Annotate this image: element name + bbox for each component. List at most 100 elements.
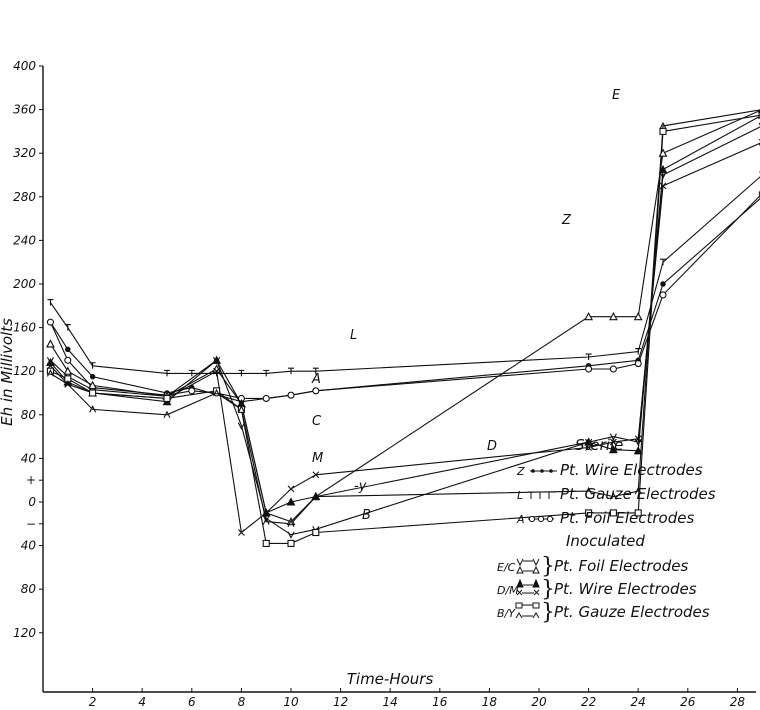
legend-sterile-heading: Sterile [575,436,623,454]
data-point [63,366,73,375]
legend-code-ec: E/C [497,561,516,574]
data-point [287,391,295,399]
x-tick-label: 22 [581,695,596,709]
y-tick-label: 0 [28,495,36,509]
series-line-b [50,114,760,544]
data-point [584,437,594,446]
legend-text-z: Pt. Wire Electrodes [560,461,703,479]
data-point [287,539,295,547]
y-tick-label: 280 [13,190,36,204]
data-point [163,410,171,419]
legend-code-dm: D/M [497,584,519,597]
data-point [287,531,295,539]
x-tick-label: 26 [680,695,696,709]
data-point [608,445,618,454]
y-ticks: 400 360 320 280 240 200 160 120 80 40 +0 − 40 80 120 [13,59,43,640]
axes [42,66,756,693]
curve-label-a: A [311,372,321,387]
data-point [609,492,617,500]
data-point [46,369,54,377]
data-point [312,471,320,479]
filled-triangle-x-marker-icon [516,578,540,596]
curve-label-l: L [350,328,357,343]
data-point [634,435,642,443]
data-point [312,367,319,375]
data-point [163,394,171,403]
data-point [585,509,593,517]
data-point [659,182,667,190]
x-tick-label: 2 [89,695,97,709]
data-point [635,348,642,355]
data-point [262,394,270,403]
legend-text-by: Pt. Gauze Electrodes [554,603,710,621]
data-point [609,433,617,441]
data-point [287,519,295,528]
legend-text-a: Pt. Foil Electrodes [560,509,694,527]
x-tick-label: 20 [531,695,547,709]
legend-code-a: A [516,513,525,526]
x-tick-label: 16 [432,695,448,709]
curve-label-d: D [487,439,497,454]
y-tick-label: 40 [21,539,37,553]
legend-code-z: Z [516,465,525,478]
series-markers-y [46,109,760,528]
legend-entry-a: A Pt. Foil Electrodes [516,509,694,527]
series-markers-a [46,190,760,403]
series-line-c [49,109,760,523]
data-point [634,486,642,495]
y-tick-label: 120 [13,626,36,640]
legend-code-l: L [517,489,523,502]
data-point [610,438,617,446]
data-point [46,339,55,348]
y-tick-label: 320 [13,146,36,160]
y-axis-title: Eh in Millivolts [0,318,16,426]
data-point [89,362,96,369]
series-line-e [50,126,760,536]
data-point [288,367,294,375]
data-point [213,388,221,397]
y-tick-label: − [26,517,36,531]
legend-text-dm: Pt. Wire Electrodes [554,580,697,598]
data-point [212,355,222,364]
data-point [659,121,667,130]
x-axis-title: Time-Hours [347,670,434,688]
data-point [609,365,617,373]
x-tick-label: 24 [631,695,646,709]
data-point [46,318,54,326]
legend: Sterile Z Pt. Wire Electrodes L Pt. Gauz… [497,436,716,625]
data-point [238,369,245,377]
legend-brace-dm: } [541,577,555,602]
data-point [286,497,296,506]
curve-label-b: B [362,508,371,523]
data-point [263,369,270,377]
data-point [64,380,72,388]
series-line-y [50,109,760,525]
data-point [585,486,593,495]
legend-entry-z: Z Pt. Wire Electrodes [516,461,703,479]
data-point [164,369,170,377]
y-tick-label: 120 [13,364,36,378]
x-tick-label: 10 [283,695,299,709]
markers-layer [46,109,760,547]
data-point [584,312,594,321]
data-point [213,367,220,375]
x-tick-label: 6 [188,695,196,709]
data-point [659,171,667,180]
curve-label-y: -y [354,479,367,494]
data-point [287,485,295,493]
data-point [262,517,270,525]
data-point [312,528,320,537]
data-point [659,291,667,299]
data-point [634,360,642,368]
data-point [659,127,667,135]
data-point [65,346,71,353]
curve-label-z: Z [561,213,572,228]
data-point [609,509,617,517]
data-point [237,405,245,413]
x-tick-label: 28 [730,695,746,709]
y-tick-label: 400 [13,59,36,73]
x-ticks: 24681012141618202224262830 [89,688,746,709]
t-marker-icon [528,491,556,499]
data-point [47,298,54,306]
